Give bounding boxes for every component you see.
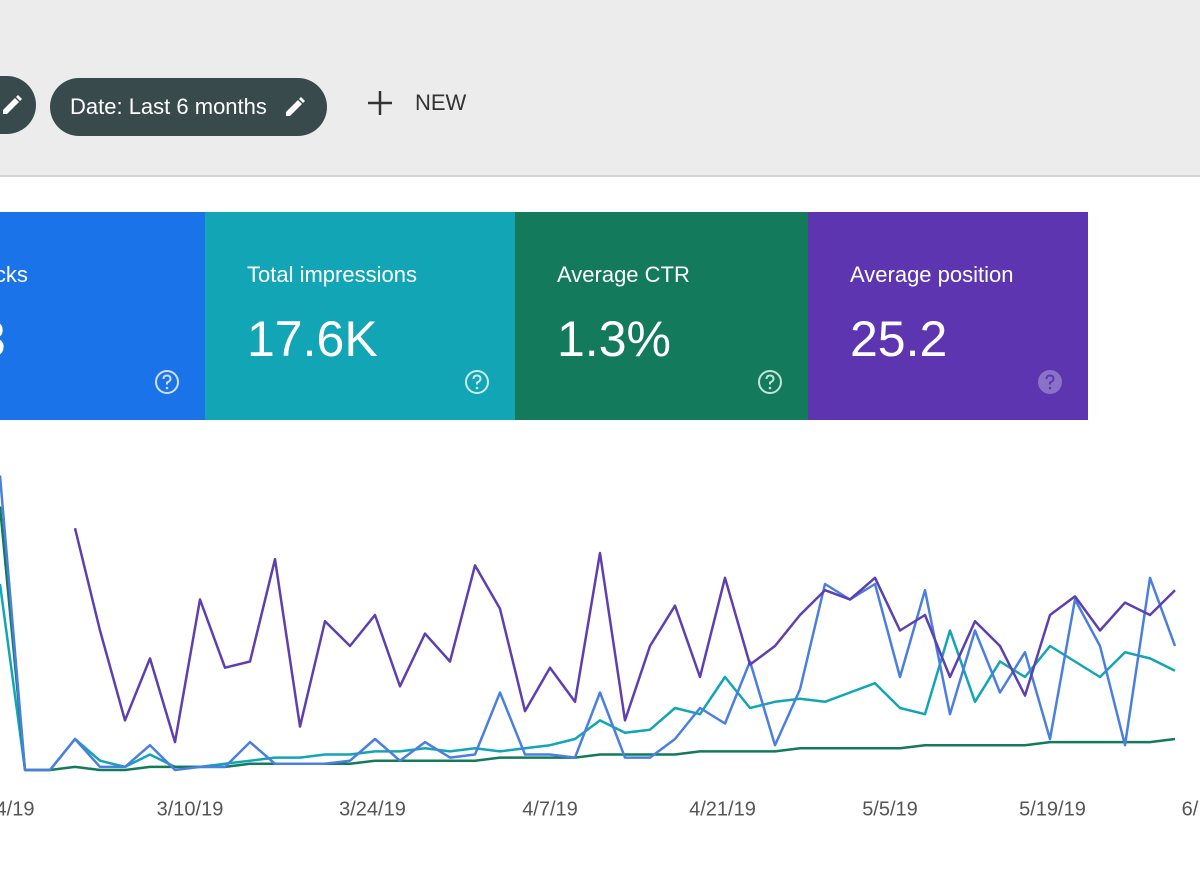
help-icon xyxy=(1038,370,1062,394)
metric-value: 17.6K xyxy=(247,311,378,367)
help-icon xyxy=(155,370,179,394)
x-tick-label: 5/5/19 xyxy=(862,798,918,820)
edit-icon xyxy=(285,97,305,116)
x-tick-label: 4/21/19 xyxy=(689,798,756,820)
metric-label: Average position xyxy=(850,262,1014,287)
edit-icon xyxy=(3,95,22,114)
metric-label: Total impressions xyxy=(247,262,417,287)
filter-bar: Date: Last 6 months NEW xyxy=(0,0,1200,177)
x-tick-label: 5/19/19 xyxy=(1019,798,1086,820)
metric-label: Average CTR xyxy=(557,262,690,287)
help-icon xyxy=(465,370,489,394)
metric-label: icks xyxy=(0,262,28,287)
plus-icon xyxy=(368,91,392,115)
date-chip-label: Date: Last 6 months xyxy=(70,94,267,119)
filter-chip[interactable] xyxy=(0,76,36,134)
help-icon xyxy=(758,370,782,394)
x-tick-label: 4/7/19 xyxy=(522,798,578,820)
metric-card[interactable]: Total impressions 17.6K xyxy=(205,212,515,420)
metric-card[interactable]: Average CTR 1.3% xyxy=(515,212,808,420)
series-line xyxy=(0,475,1177,772)
x-tick-label: 6/ xyxy=(1182,798,1199,820)
date-chip[interactable]: Date: Last 6 months xyxy=(50,78,327,136)
metric-card[interactable]: Average position 25.2 xyxy=(808,212,1088,420)
metric-value: 25.2 xyxy=(850,311,948,367)
x-tick-label: 3/10/19 xyxy=(157,798,224,820)
metric-value: 3 xyxy=(0,310,6,368)
metric-value: 1.3% xyxy=(557,311,671,367)
performance-chart: 4/19 3/10/19 3/24/19 4/7/19 4/21/19 5/5/19 5/1… xyxy=(0,475,1199,820)
x-tick-label: 3/24/19 xyxy=(339,798,406,820)
series-line xyxy=(73,527,1176,744)
new-button-label: NEW xyxy=(415,90,467,115)
metric-card[interactable]: icks 3 xyxy=(0,212,205,420)
new-button[interactable]: NEW xyxy=(365,88,466,118)
x-tick-label: 4/19 xyxy=(0,798,34,820)
